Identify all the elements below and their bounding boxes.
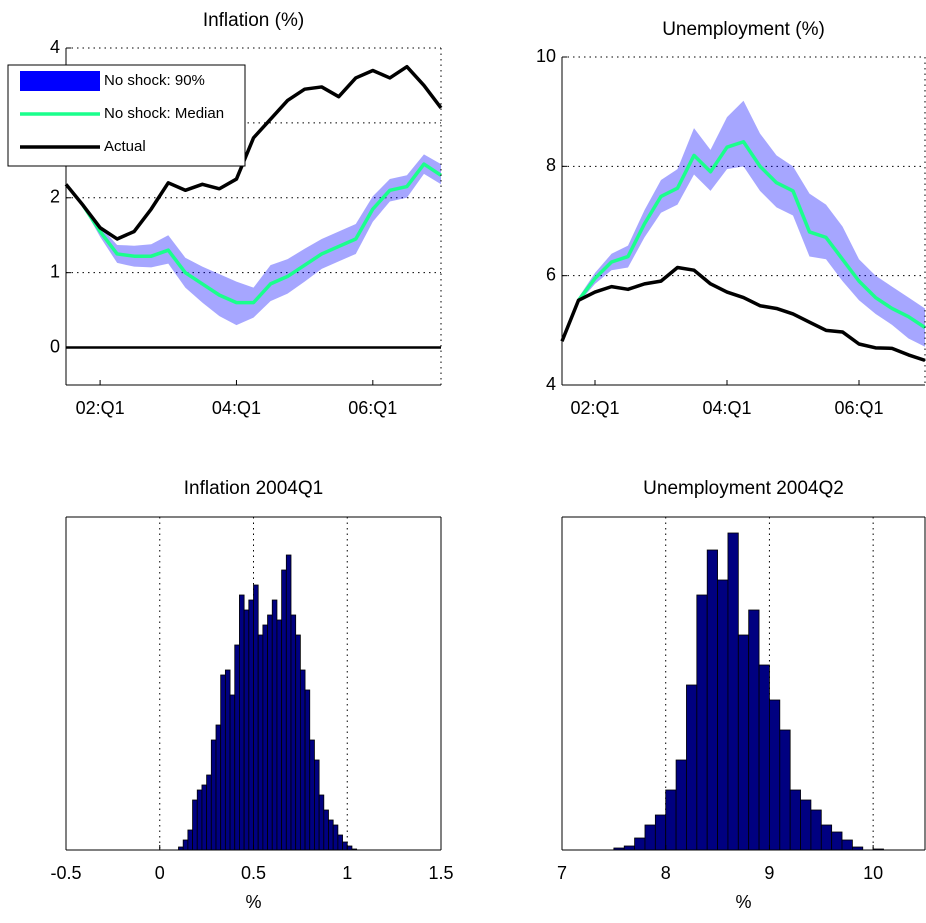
x-tick-label: 06:Q1	[348, 398, 397, 418]
y-tick-label: 4	[50, 37, 60, 57]
x-tick-label: 06:Q1	[834, 398, 883, 418]
x-tick-label: 02:Q1	[76, 398, 125, 418]
histogram-bar	[337, 834, 343, 851]
histogram-bar	[276, 619, 283, 851]
histogram-bar	[779, 729, 791, 851]
histogram-bar	[248, 599, 254, 851]
histogram-bar	[820, 824, 833, 851]
histogram-bar	[323, 809, 329, 851]
plot-area	[562, 57, 925, 385]
histogram-bar	[654, 814, 667, 851]
histogram-bar	[841, 839, 853, 851]
x-tick-label: 02:Q1	[570, 398, 619, 418]
histogram-bar	[196, 789, 203, 851]
histogram-bar	[271, 599, 278, 851]
histogram-bar	[210, 739, 217, 851]
histogram-bar	[748, 609, 760, 851]
histogram-bar	[717, 579, 729, 851]
histogram-bar	[215, 724, 222, 851]
histogram-bar	[644, 824, 656, 851]
x-tick-label: 1	[342, 863, 352, 883]
histogram-bar	[706, 549, 718, 851]
chart-title: Unemployment 2004Q2	[643, 478, 844, 499]
histogram-bar	[295, 634, 301, 851]
y-tick-label: 4	[546, 374, 556, 394]
histogram-bar	[831, 831, 843, 851]
y-tick-label: 2	[50, 187, 60, 207]
x-axis-label: %	[245, 892, 261, 912]
histogram-bar	[318, 794, 325, 851]
histogram-bar	[206, 774, 212, 851]
x-tick-label: 0	[155, 863, 165, 883]
histogram-bar	[328, 819, 334, 851]
histogram-bar	[243, 609, 250, 851]
histogram-bar	[299, 669, 306, 851]
histogram-bar	[224, 669, 231, 851]
histogram-bar	[309, 739, 315, 851]
x-tick-label: 0.5	[241, 863, 266, 883]
histogram-bar	[696, 594, 708, 851]
line	[577, 139, 926, 330]
histogram-bar	[239, 594, 245, 851]
y-tick-label: 1	[50, 261, 60, 281]
line	[560, 265, 926, 363]
x-tick-label: 1.5	[428, 863, 453, 883]
histogram-bar	[257, 634, 264, 851]
histogram-bar	[285, 554, 292, 851]
x-tick-label: 04:Q1	[212, 398, 261, 418]
histogram-bar	[686, 684, 698, 851]
line	[64, 64, 443, 241]
chart-title: Unemployment (%)	[662, 19, 825, 40]
histogram-bar	[727, 532, 739, 851]
line	[81, 162, 442, 305]
histogram-bar	[737, 634, 750, 851]
histogram-bar	[229, 694, 236, 851]
histogram-bar	[262, 624, 268, 851]
y-tick-label: 10	[536, 46, 556, 66]
histogram-bar	[342, 841, 348, 851]
histogram-bar	[290, 614, 297, 851]
histogram-bar	[201, 784, 208, 851]
histogram-bar	[789, 789, 801, 851]
histogram-bar	[769, 699, 781, 851]
histogram-bar	[623, 845, 636, 851]
histogram-bar	[810, 809, 822, 851]
histogram-bar	[192, 799, 198, 851]
histogram-bar	[234, 644, 240, 851]
legend-label: No shock: Median	[104, 105, 224, 122]
histogram-bar	[304, 689, 311, 851]
x-tick-label: 7	[557, 863, 567, 883]
x-tick-label: 9	[764, 863, 774, 883]
y-tick-label: 6	[546, 264, 556, 284]
histogram-bar	[220, 674, 226, 851]
x-tick-label: 04:Q1	[702, 398, 751, 418]
x-tick-label: 8	[661, 863, 671, 883]
legend-swatch	[20, 71, 100, 91]
histogram-bar	[346, 845, 353, 851]
histogram-bar	[253, 584, 259, 851]
histogram-bar	[182, 839, 189, 851]
histogram-bar	[267, 614, 273, 851]
y-tick-label: 0	[50, 336, 60, 356]
x-axis-label: %	[735, 892, 751, 912]
histogram-bar	[634, 837, 646, 851]
x-tick-label: -0.5	[50, 863, 81, 883]
histogram-bar	[187, 829, 193, 851]
band	[578, 100, 925, 347]
histogram-bar	[332, 824, 339, 851]
y-tick-label: 8	[546, 155, 556, 175]
histogram-bar	[665, 789, 677, 851]
histogram-bar	[314, 759, 320, 851]
histogram-bar	[800, 799, 812, 851]
x-tick-label: 10	[863, 863, 883, 883]
chart-title: Inflation 2004Q1	[184, 478, 323, 499]
legend-label: No shock: 90%	[104, 72, 205, 89]
histogram-bar	[281, 569, 287, 851]
chart-title: Inflation (%)	[203, 10, 304, 31]
legend-label: Actual	[104, 138, 146, 155]
histogram-bar	[675, 759, 687, 851]
histogram-bar	[758, 664, 770, 851]
